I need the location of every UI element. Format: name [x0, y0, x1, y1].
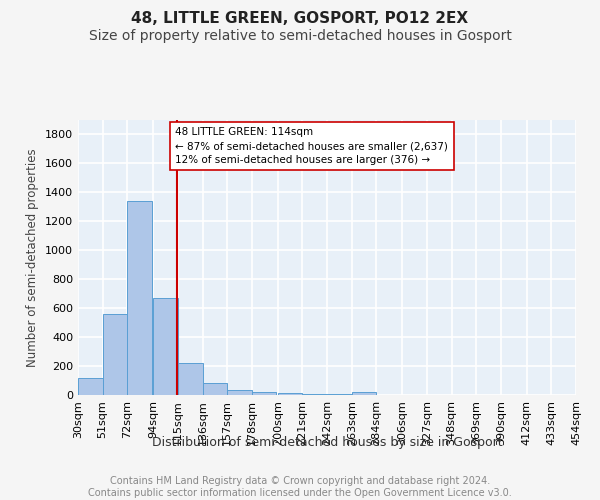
Text: 48, LITTLE GREEN, GOSPORT, PO12 2EX: 48, LITTLE GREEN, GOSPORT, PO12 2EX [131, 11, 469, 26]
Bar [252, 392, 277, 395]
Bar [153, 298, 178, 395]
Y-axis label: Number of semi-detached properties: Number of semi-detached properties [26, 148, 40, 367]
Bar [178, 363, 203, 395]
Text: Contains HM Land Registry data © Crown copyright and database right 2024.
Contai: Contains HM Land Registry data © Crown c… [88, 476, 512, 498]
Bar [227, 390, 252, 395]
Bar [78, 378, 103, 395]
Bar [127, 201, 152, 395]
Text: 48 LITTLE GREEN: 114sqm
← 87% of semi-detached houses are smaller (2,637)
12% of: 48 LITTLE GREEN: 114sqm ← 87% of semi-de… [175, 127, 448, 165]
Text: Distribution of semi-detached houses by size in Gosport: Distribution of semi-detached houses by … [152, 436, 502, 449]
Bar [352, 392, 376, 395]
Bar [103, 314, 127, 395]
Text: Size of property relative to semi-detached houses in Gosport: Size of property relative to semi-detach… [89, 29, 511, 43]
Bar [203, 384, 227, 395]
Bar [278, 393, 302, 395]
Bar [327, 394, 352, 395]
Bar [302, 394, 327, 395]
